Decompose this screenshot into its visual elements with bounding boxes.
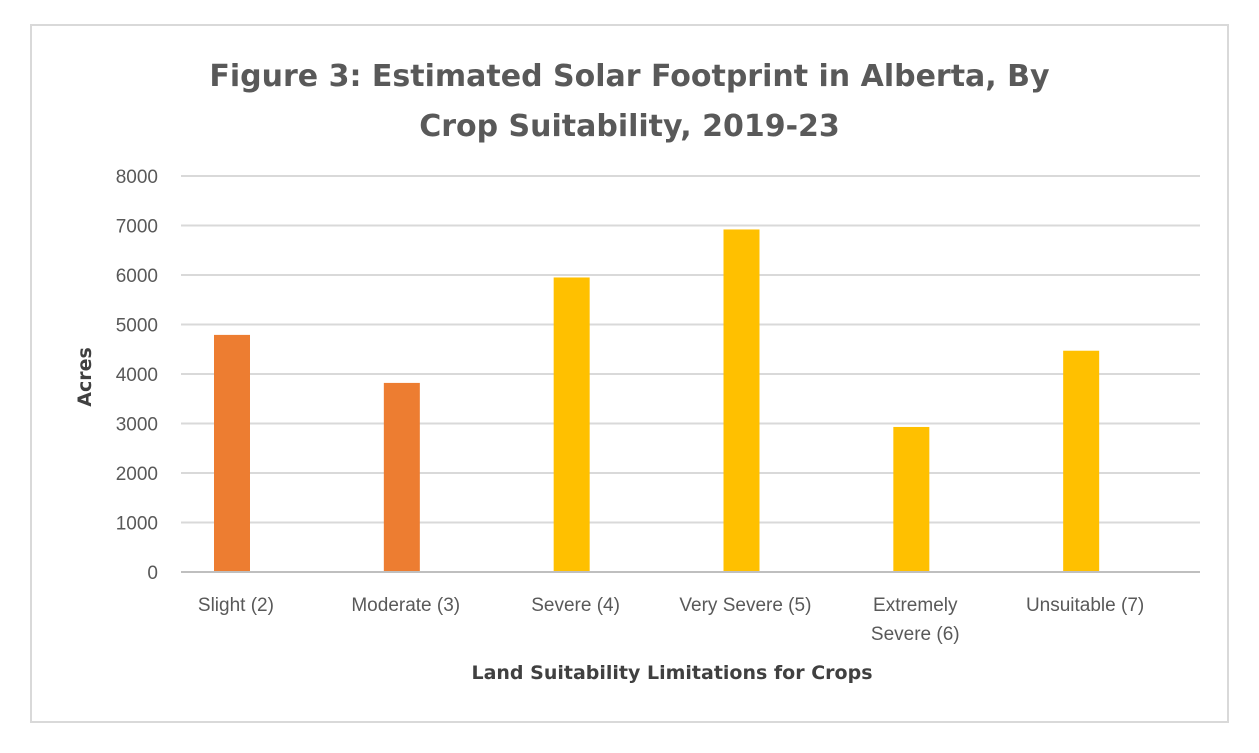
- x-tick-label: Very Severe (5): [679, 595, 811, 616]
- x-tick-label: Severe (4): [531, 595, 620, 616]
- bar: [893, 426, 930, 571]
- x-tick-label: Unsuitable (7): [1026, 595, 1144, 616]
- y-tick-label: 6000: [116, 266, 158, 287]
- bar: [723, 229, 760, 571]
- gridlines: [181, 175, 1200, 573]
- y-axis-title: Acres: [74, 347, 96, 407]
- y-tick-label: 1000: [116, 514, 158, 535]
- bar: [383, 382, 420, 571]
- y-tick-labels: 0 1000 2000 3000 4000 5000 6000 7000 8000: [116, 167, 158, 584]
- bar: [553, 277, 590, 571]
- y-tick-label: 8000: [116, 167, 158, 188]
- x-axis-title: Land Suitability Limitations for Crops: [471, 662, 872, 684]
- y-tick-label: 0: [147, 563, 158, 584]
- x-tick-label: Slight (2): [198, 595, 274, 616]
- y-tick-label: 7000: [116, 217, 158, 238]
- x-tick-label: Extremely Severe (6): [871, 595, 960, 645]
- x-tick-labels: Slight (2) Moderate (3) Severe (4) Very Sev…: [198, 595, 1144, 645]
- bar: [1063, 350, 1100, 571]
- bar: [214, 334, 250, 571]
- y-tick-label: 4000: [116, 365, 158, 386]
- y-tick-label: 2000: [116, 464, 158, 485]
- y-tick-label: 5000: [116, 316, 158, 337]
- y-tick-label: 3000: [116, 415, 158, 436]
- bars: [214, 229, 1100, 571]
- x-tick-label: Moderate (3): [351, 595, 460, 616]
- chart-title: Figure 3: Estimated Solar Footprint in A…: [209, 59, 1050, 144]
